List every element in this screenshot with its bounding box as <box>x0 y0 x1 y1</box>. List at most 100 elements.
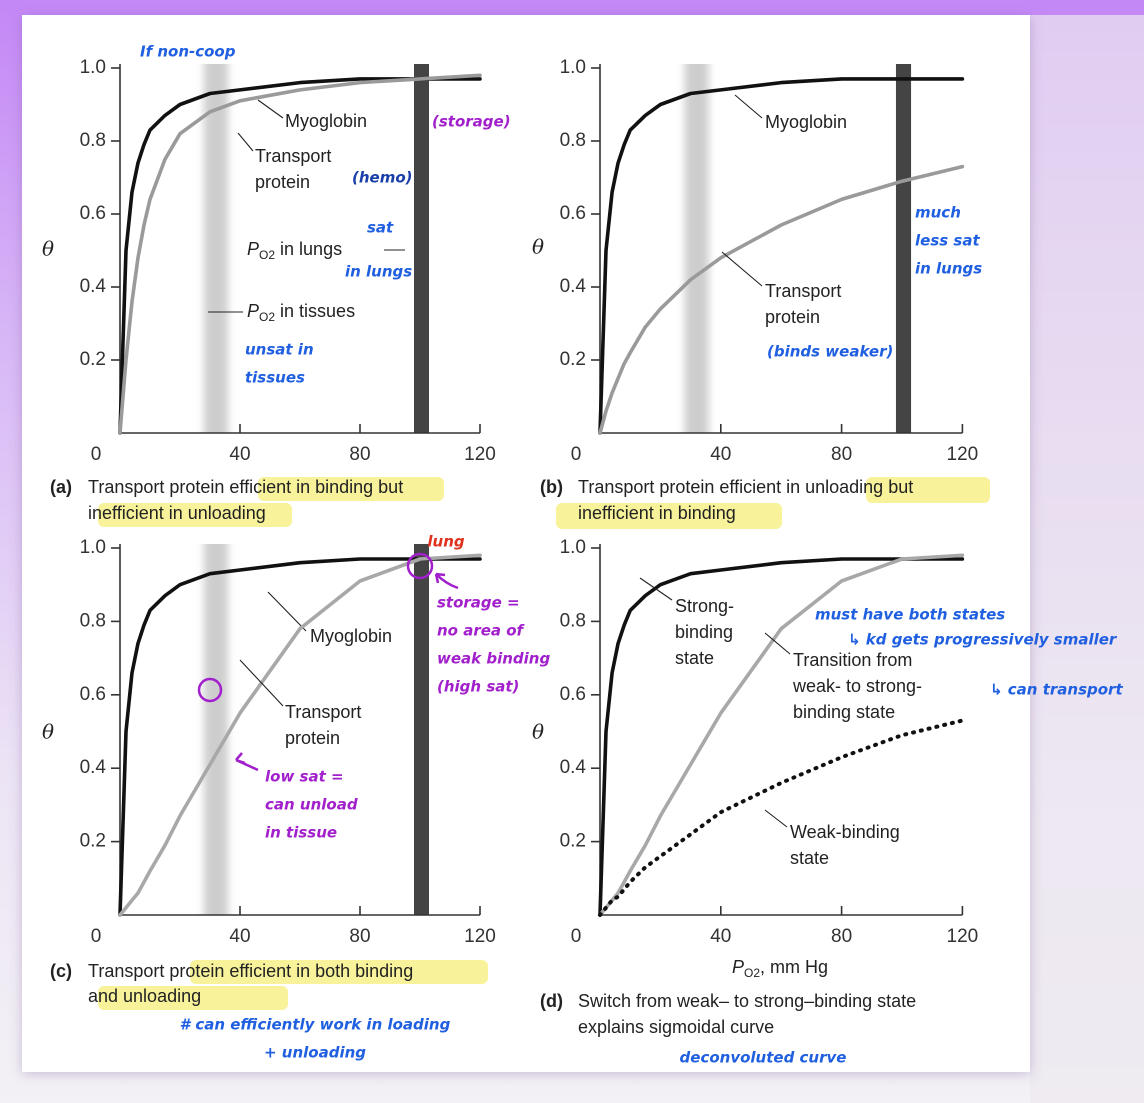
handwritten-note: (hemo) <box>352 169 413 187</box>
handwritten-note: (high sat) <box>437 678 519 696</box>
handwritten-note: + unloading <box>264 1044 366 1062</box>
y-tick-label: 0.4 <box>560 757 587 778</box>
curve-label: state <box>675 648 714 668</box>
x-tick-label: 80 <box>831 444 852 465</box>
y-tick-label: 0.2 <box>80 831 106 852</box>
symbol-text: in tissues <box>275 301 355 321</box>
handwritten-note: If non-coop <box>140 43 236 61</box>
handwritten-note: can unload <box>265 796 358 814</box>
y-tick-label: 0.6 <box>80 684 106 705</box>
caption: and unloading <box>88 986 201 1006</box>
curve-label: state <box>790 848 829 868</box>
range-band <box>414 64 429 433</box>
x-tick-label: 40 <box>710 926 731 947</box>
x-tick-label: 120 <box>464 444 496 465</box>
caption: inefficient in binding <box>578 503 736 523</box>
leader-line <box>764 809 788 828</box>
curve <box>598 77 965 435</box>
handwritten-note: deconvoluted curve <box>680 1049 847 1067</box>
y-tick-label: 1.0 <box>560 537 586 558</box>
arrow-mark <box>235 752 259 772</box>
symbol-label: PO2 in tissues <box>247 301 355 324</box>
handwritten-note: ↳ can transport <box>990 681 1123 699</box>
x-tick-label: 80 <box>349 444 370 465</box>
curve-label: protein <box>765 307 820 327</box>
x-tick-label: 80 <box>349 926 370 947</box>
curve-label: Strong- <box>675 596 734 616</box>
symbol-text: , mm Hg <box>760 957 828 977</box>
y-axis-label: θ <box>532 720 544 744</box>
curve-label: Weak-binding <box>790 822 900 842</box>
subscript: O2 <box>259 248 275 262</box>
curve <box>598 718 965 917</box>
handwritten-note: # can efficiently work in loading <box>180 1016 451 1034</box>
y-tick-label: 0.4 <box>560 276 587 297</box>
handwritten-note: in lungs <box>915 260 982 278</box>
x-tick-label: 40 <box>229 444 250 465</box>
y-axis-label: θ <box>42 720 54 744</box>
y-tick-label: 0.2 <box>80 349 106 370</box>
x-tick-label: 120 <box>947 444 979 465</box>
x-tick-label: 40 <box>710 444 731 465</box>
y-tick-label: 0.6 <box>560 684 586 705</box>
handwritten-note: tissues <box>245 369 305 387</box>
y-tick-label: 0.6 <box>80 203 106 224</box>
handwritten-marks <box>197 552 459 772</box>
handwritten-note: lung <box>427 533 464 551</box>
circle-mark <box>197 677 223 703</box>
curve-label: binding state <box>793 702 895 722</box>
caption-label: (b) <box>540 477 563 497</box>
symbol-text: in lungs <box>275 239 342 259</box>
highlight <box>98 503 292 527</box>
highlight <box>190 960 488 984</box>
leader-line <box>239 659 284 707</box>
caption-label: (c) <box>50 961 72 981</box>
range-band <box>684 64 709 433</box>
curve-label: binding <box>675 622 733 642</box>
caption: Switch from weak– to strong–binding stat… <box>578 991 916 1011</box>
circle-mark <box>406 552 434 580</box>
card <box>22 15 1030 1072</box>
curve <box>118 557 482 917</box>
handwritten-note: storage = <box>437 594 520 612</box>
leader-line <box>257 99 284 119</box>
handwritten-note: must have both states <box>815 606 1005 624</box>
curve <box>598 553 965 917</box>
curve-label: Transport <box>285 702 361 722</box>
x-tick-label: 0 <box>91 926 102 947</box>
curve-label: Myoglobin <box>285 111 367 131</box>
caption: inefficient in unloading <box>88 503 266 523</box>
handwritten-note: in tissue <box>265 824 337 842</box>
caption: explains sigmoidal curve <box>578 1017 774 1037</box>
x-tick-label: 40 <box>229 926 250 947</box>
x-tick-label: 0 <box>571 926 582 947</box>
leader-line <box>237 132 254 152</box>
handwritten-note: ↳ kd gets progressively smaller <box>848 631 1118 649</box>
handwritten-note: no area of <box>437 622 526 640</box>
leader-line <box>639 577 673 601</box>
curve-label: protein <box>255 172 310 192</box>
handwritten-note: low sat = <box>265 768 344 786</box>
subscript: O2 <box>259 310 275 324</box>
curve <box>118 553 482 917</box>
x-tick-label: 80 <box>831 926 852 947</box>
range-band <box>204 64 228 433</box>
curve-label: Myoglobin <box>765 112 847 132</box>
range-band <box>414 544 429 915</box>
curve-label: Myoglobin <box>310 626 392 646</box>
range-band <box>204 544 228 915</box>
handwritten-note: (binds weaker) <box>767 343 893 361</box>
range-band <box>895 64 912 433</box>
caption: Transport protein efficient in both bind… <box>88 961 413 981</box>
caption-label: (d) <box>540 991 563 1011</box>
y-tick-label: 0.8 <box>560 130 586 151</box>
curve-label: weak- to strong- <box>792 676 922 696</box>
arrow-mark <box>434 572 459 590</box>
x-tick-label: 120 <box>947 926 979 947</box>
handwritten-note: in lungs <box>345 263 412 281</box>
handwritten-note: sat <box>367 219 394 237</box>
leader-line <box>267 591 307 632</box>
y-tick-label: 1.0 <box>560 57 586 78</box>
